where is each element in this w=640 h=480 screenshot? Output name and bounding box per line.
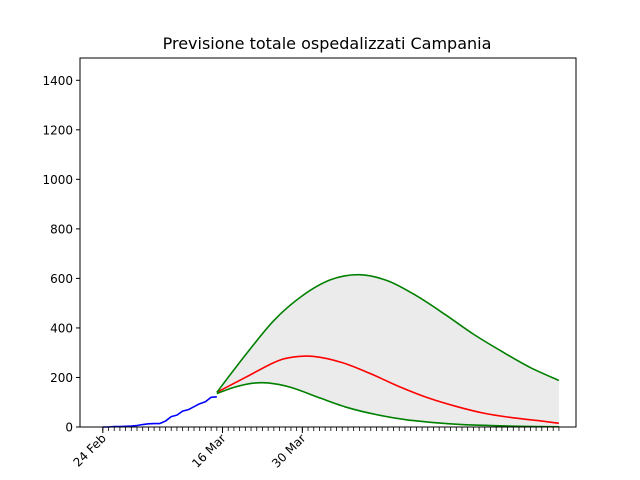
series-lines bbox=[102, 273, 560, 428]
y-tick-label: 600 bbox=[50, 272, 73, 286]
observed-line bbox=[102, 395, 217, 428]
y-tick-label: 200 bbox=[50, 371, 73, 385]
y-tick-label: 1400 bbox=[42, 74, 73, 88]
upper-line bbox=[216, 273, 560, 393]
x-tick-label: 30 Mar bbox=[269, 431, 308, 470]
y-axis: 0 200 400 600 800 1000 1200 1400 bbox=[42, 74, 80, 435]
x-tick-label: 24 Feb bbox=[70, 431, 108, 469]
y-tick-label: 1000 bbox=[42, 173, 73, 187]
y-tick-label: 0 bbox=[65, 421, 73, 435]
x-axis: 24 Feb 16 Mar 30 Mar bbox=[70, 427, 560, 471]
chart-title: Previsione totale ospedalizzati Campania bbox=[163, 34, 492, 53]
x-tick-label: 16 Mar bbox=[189, 431, 228, 470]
lower-line bbox=[216, 381, 559, 428]
band-area bbox=[216, 274, 559, 427]
confidence-band bbox=[216, 274, 559, 427]
y-tick-label: 400 bbox=[50, 321, 73, 335]
central-line bbox=[216, 355, 560, 425]
y-tick-label: 1200 bbox=[42, 123, 73, 137]
y-tick-label: 800 bbox=[50, 222, 73, 236]
plot-frame bbox=[79, 57, 577, 428]
